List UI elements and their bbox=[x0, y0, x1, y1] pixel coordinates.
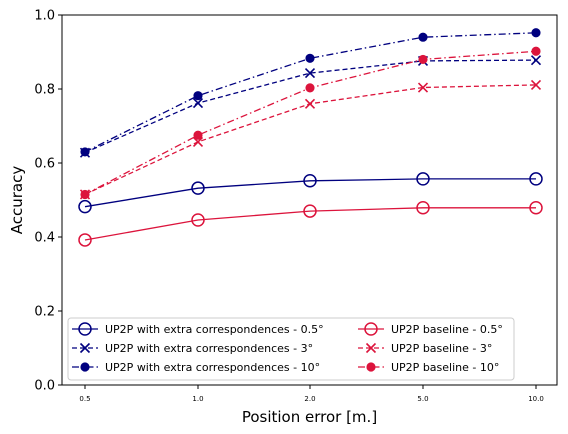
series-2 bbox=[81, 56, 541, 158]
x-axis-ticks: 0.5 1.0 2.0 5.0 10.0 bbox=[79, 385, 543, 403]
series-line bbox=[85, 85, 536, 194]
y-tick-label: 1.0 bbox=[34, 9, 55, 24]
y-tick-label: 0.0 bbox=[34, 379, 55, 394]
data-point bbox=[81, 148, 89, 156]
series-line bbox=[85, 208, 536, 240]
y-tick-label: 0.8 bbox=[34, 83, 55, 98]
series-line bbox=[85, 179, 536, 207]
data-point bbox=[532, 29, 540, 37]
data-point bbox=[306, 99, 315, 108]
x-tick-label: 1.0 bbox=[192, 395, 203, 403]
y-tick-label: 0.2 bbox=[34, 305, 55, 320]
series-6 bbox=[81, 47, 540, 198]
legend-label: UP2P with extra correspondences - 0.5° bbox=[105, 323, 324, 336]
legend-label: UP2P baseline - 10° bbox=[391, 361, 499, 374]
data-point bbox=[194, 131, 202, 139]
x-axis-label: Position error [m.] bbox=[242, 408, 377, 426]
plot-marks bbox=[79, 29, 542, 246]
y-tick-label: 0.4 bbox=[34, 231, 55, 246]
x-tick-label: 0.5 bbox=[79, 395, 90, 403]
data-point bbox=[532, 56, 541, 65]
legend-entry-3: UP2P with extra correspondences - 10° bbox=[72, 361, 320, 374]
series-4 bbox=[79, 202, 542, 246]
legend-marker bbox=[367, 363, 375, 371]
data-point bbox=[194, 92, 202, 100]
legend-entry-2: UP2P with extra correspondences - 3° bbox=[72, 342, 313, 355]
legend: UP2P with extra correspondences - 0.5° UP… bbox=[68, 318, 514, 380]
data-point bbox=[419, 55, 427, 63]
y-axis-label: Accuracy bbox=[8, 166, 26, 235]
y-axis-ticks: 0.0 0.2 0.4 0.6 0.8 1.0 bbox=[34, 9, 62, 394]
legend-label: UP2P with extra correspondences - 3° bbox=[105, 342, 313, 355]
data-point bbox=[81, 190, 89, 198]
data-point bbox=[306, 54, 314, 62]
legend-marker bbox=[81, 363, 89, 371]
series-1 bbox=[79, 173, 542, 213]
legend-label: UP2P baseline - 0.5° bbox=[391, 323, 503, 336]
data-point bbox=[532, 47, 540, 55]
x-tick-label: 10.0 bbox=[528, 395, 544, 403]
legend-label: UP2P baseline - 3° bbox=[391, 342, 492, 355]
data-point bbox=[306, 84, 314, 92]
legend-label: UP2P with extra correspondences - 10° bbox=[105, 361, 320, 374]
y-tick-label: 0.6 bbox=[34, 157, 55, 172]
x-tick-label: 2.0 bbox=[304, 395, 315, 403]
legend-entry-1: UP2P with extra correspondences - 0.5° bbox=[72, 323, 324, 336]
data-point bbox=[419, 33, 427, 41]
x-tick-label: 5.0 bbox=[417, 395, 428, 403]
